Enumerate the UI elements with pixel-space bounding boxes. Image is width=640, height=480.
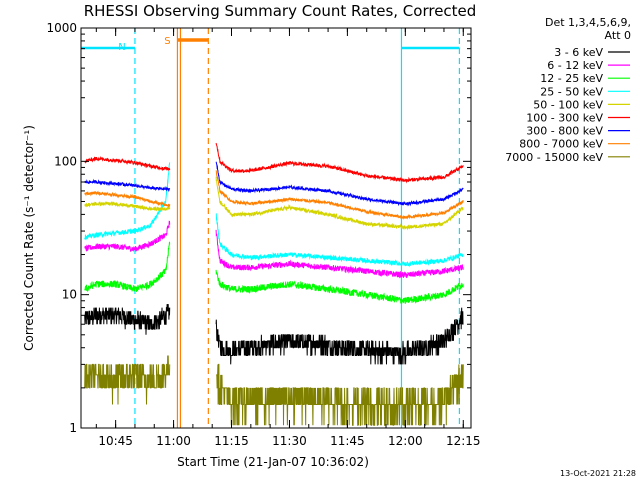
series-group (84, 161, 464, 207)
series-group (84, 220, 464, 279)
legend-entry-label: 6 - 12 keV (547, 59, 603, 72)
y-tick-label: 10 (62, 288, 77, 302)
axes-layer: 1 10 100 1000 10:45 11:00 11:15 11:30 11:45 12:00… (46, 21, 480, 448)
series-group (84, 162, 464, 268)
legend-entry-label: 50 - 100 keV (533, 98, 603, 111)
footer-timestamp: 13-Oct-2021 21:28 (560, 469, 636, 478)
series-line (215, 269, 464, 305)
series-line (84, 190, 171, 208)
series-line (215, 142, 464, 184)
legend-entry-label: 800 - 7000 keV (519, 138, 603, 151)
night-flag-label: N (118, 42, 125, 53)
series-line (84, 162, 171, 241)
x-axis-label: Start Time (21-Jan-07 10:36:02) (177, 455, 369, 469)
legend-entry-label: 25 - 50 keV (540, 85, 603, 98)
legend-entry-label: 7000 - 15000 keV (505, 151, 603, 164)
series-group (84, 176, 464, 231)
legend-header-line-1: Det 1,3,4,5,6,9, (545, 16, 631, 29)
series-line (84, 220, 171, 252)
series-line (84, 304, 171, 335)
series-line (84, 155, 171, 172)
x-tick-label: 11:30 (272, 434, 307, 448)
y-axis-label: Corrected Count Rate (s⁻¹ detector⁻¹) (22, 125, 36, 351)
legend-entry-label: 12 - 25 keV (540, 72, 603, 85)
series-group (84, 241, 464, 305)
series-group (84, 142, 464, 184)
x-tick-label: 11:00 (156, 434, 191, 448)
y-tick-label: 1000 (46, 21, 77, 35)
legend-header-line-2: Att 0 (605, 29, 631, 42)
x-tick-label: 10:45 (98, 434, 133, 448)
series-group (84, 170, 464, 220)
series-line (84, 241, 171, 293)
series-line (215, 176, 464, 231)
series-line (84, 355, 171, 405)
y-tick-label: 1 (69, 421, 77, 435)
legend-entry-label: 300 - 800 keV (526, 125, 603, 138)
chart-title: RHESSI Observing Summary Count Rates, Co… (84, 2, 477, 20)
series-group (84, 304, 464, 365)
x-tick-label: 12:15 (446, 434, 481, 448)
y-tick-label: 100 (54, 154, 77, 168)
series-line (216, 363, 464, 426)
series-line (84, 178, 171, 193)
x-tick-label: 11:15 (214, 434, 249, 448)
series-line (215, 161, 464, 207)
series-line (215, 307, 464, 365)
saa-flag-label: S (164, 36, 170, 47)
x-tick-label: 12:00 (388, 434, 423, 448)
series-line (215, 170, 464, 220)
series-group (84, 355, 464, 426)
series-line (84, 200, 171, 212)
x-tick-label: 11:45 (330, 434, 365, 448)
series-layer (84, 142, 464, 426)
plot-frame (80, 27, 472, 429)
series-line (215, 229, 464, 279)
legend-entry-label: 3 - 6 keV (554, 46, 603, 59)
legend-entry-label: 100 - 300 keV (526, 112, 603, 125)
series-line (215, 212, 464, 268)
